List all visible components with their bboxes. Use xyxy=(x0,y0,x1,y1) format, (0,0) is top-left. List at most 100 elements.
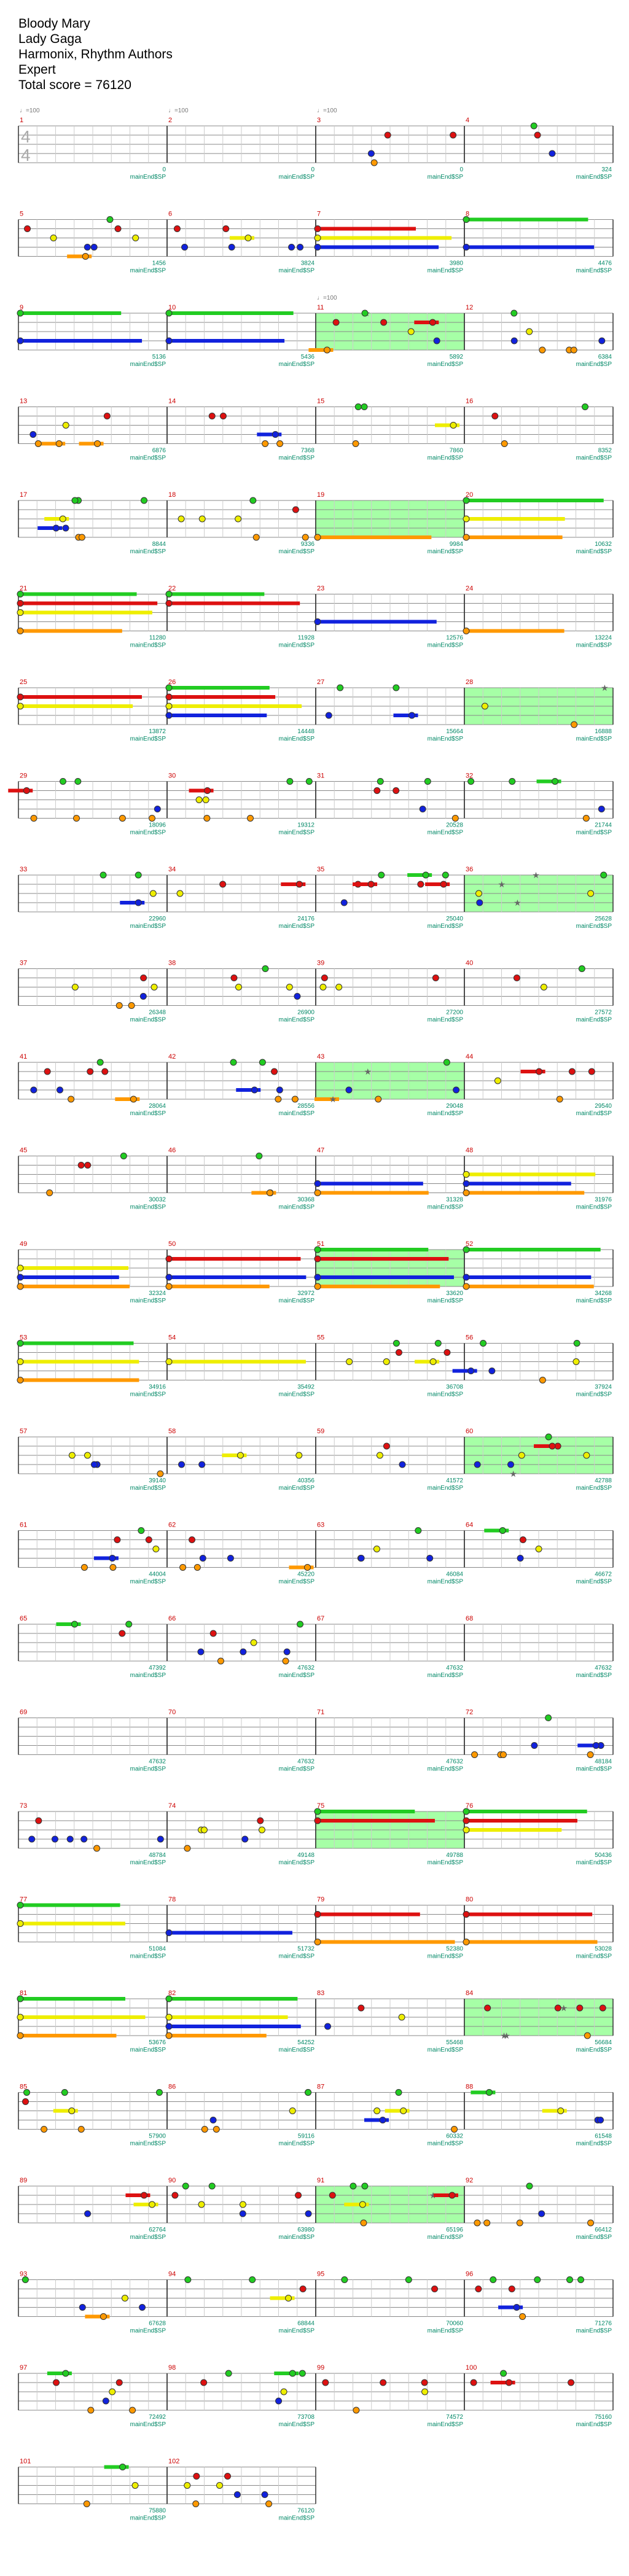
note-gem xyxy=(202,796,209,803)
note-gem xyxy=(21,2276,29,2283)
sustain-bar xyxy=(18,1275,119,1279)
note-gem xyxy=(506,2379,513,2386)
note-gem xyxy=(203,815,211,822)
sustain-bar xyxy=(316,245,439,249)
note-gem xyxy=(367,881,375,888)
measure-number: 12 xyxy=(466,304,473,311)
measure-score: 8844 xyxy=(152,541,166,548)
section-label: mainEnd$SP xyxy=(130,1579,166,1586)
note-gem xyxy=(165,693,173,701)
section-label: mainEnd$SP xyxy=(279,2141,315,2147)
sustain-bar xyxy=(18,1903,120,1907)
time-signature-top: 4 xyxy=(21,127,31,146)
note-gem xyxy=(249,2276,256,2283)
star-note: ★ xyxy=(498,879,506,889)
note-gem xyxy=(139,993,147,1000)
sustain-bar xyxy=(167,1285,270,1288)
section-label: mainEnd$SP xyxy=(279,361,315,368)
sustain-bar xyxy=(464,1828,562,1832)
measure-score: 37924 xyxy=(595,1384,612,1391)
sustain-bar xyxy=(236,1088,261,1092)
sustain-bar xyxy=(344,2203,369,2206)
sustain-bar xyxy=(93,1556,119,1560)
measure-score: 0 xyxy=(311,166,314,173)
section-label: mainEnd$SP xyxy=(130,1204,166,1211)
note-gem xyxy=(286,778,294,785)
note-gem xyxy=(135,871,142,879)
note-gem xyxy=(323,346,330,354)
note-gem xyxy=(286,984,293,990)
note-gem xyxy=(165,1255,173,1263)
note-gem xyxy=(154,806,161,812)
note-gem xyxy=(262,965,269,972)
section-label: mainEnd$SP xyxy=(428,1672,464,1679)
measure-number: 28 xyxy=(466,679,473,686)
measure-number: 30 xyxy=(168,772,176,780)
note-gem xyxy=(510,309,518,317)
measure-number: 54 xyxy=(168,1334,176,1342)
note-gem xyxy=(68,2107,76,2114)
note-gem xyxy=(577,2276,585,2283)
note-gem xyxy=(518,1452,525,1459)
sustain-bar xyxy=(167,714,267,717)
section-label: mainEnd$SP xyxy=(428,1485,464,1492)
measure-score: 47632 xyxy=(297,1665,314,1671)
measure-score: 20528 xyxy=(446,822,463,829)
note-gem xyxy=(592,1742,600,1749)
star-note: ★ xyxy=(429,2190,437,2200)
sustain-bar xyxy=(316,1912,420,1916)
note-gem xyxy=(393,1340,400,1347)
measure-score: 0 xyxy=(459,166,463,173)
measure-score: 59116 xyxy=(298,2133,315,2140)
note-gem xyxy=(463,1171,470,1178)
note-gem xyxy=(17,1264,24,1272)
section-label: mainEnd$SP xyxy=(428,2047,464,2053)
note-gem xyxy=(225,2370,232,2377)
section-label: mainEnd$SP xyxy=(279,2328,315,2335)
measure-number: 50 xyxy=(168,1240,176,1248)
note-gem xyxy=(204,787,211,794)
measure-score: 18096 xyxy=(149,822,166,829)
note-gem xyxy=(84,1452,91,1459)
note-gem xyxy=(198,1461,206,1468)
note-gem xyxy=(100,2313,107,2320)
measure-score: 66412 xyxy=(595,2227,612,2233)
measure-score: 21744 xyxy=(595,822,612,829)
note-gem xyxy=(96,1059,104,1066)
note-gem xyxy=(236,1452,244,1459)
measure-number: 66 xyxy=(168,1615,176,1622)
note-gem xyxy=(71,1621,78,1628)
measure-score: 28556 xyxy=(297,1103,314,1110)
note-gem xyxy=(350,2182,357,2190)
sustain-bar xyxy=(316,1248,429,1251)
note-gem xyxy=(17,2014,24,2021)
note-gem xyxy=(380,319,388,326)
note-gem xyxy=(422,871,429,879)
measure-number: 96 xyxy=(466,2271,473,2278)
note-gem xyxy=(261,2491,268,2498)
measure-score: 33620 xyxy=(446,1290,463,1297)
note-gem xyxy=(83,2500,90,2507)
section-label: mainEnd$SP xyxy=(130,455,166,462)
sustain-bar xyxy=(167,1997,298,2001)
note-gem xyxy=(179,1564,187,1571)
note-gem xyxy=(340,899,348,906)
measure-number: 37 xyxy=(20,960,27,967)
note-gem xyxy=(46,1189,53,1196)
note-gem xyxy=(145,1536,152,1543)
sustain-bar xyxy=(464,629,565,633)
note-gem xyxy=(463,628,470,634)
note-gem xyxy=(484,2004,491,2012)
measure-score: 47632 xyxy=(149,1759,166,1765)
note-gem xyxy=(208,2182,216,2190)
note-gem xyxy=(499,1751,507,1758)
sustain-bar xyxy=(167,1257,301,1261)
note-gem xyxy=(314,1255,321,1263)
note-gem xyxy=(481,702,488,710)
section-label: mainEnd$SP xyxy=(279,830,315,836)
note-gem xyxy=(178,515,185,523)
note-gem xyxy=(314,534,321,541)
note-gem xyxy=(568,2379,575,2386)
sustain-bar xyxy=(167,592,265,596)
note-gem xyxy=(545,1714,552,1721)
